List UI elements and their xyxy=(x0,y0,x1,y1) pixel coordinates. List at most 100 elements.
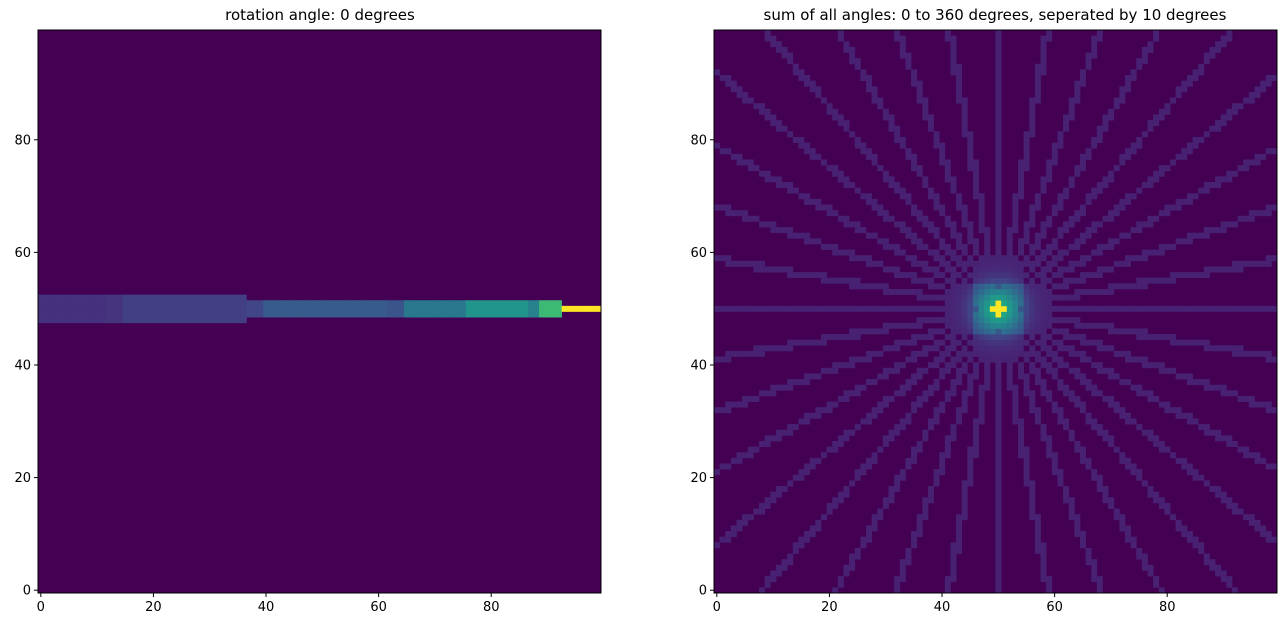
heatmap-cell xyxy=(1079,153,1086,160)
heatmap-cell xyxy=(1034,412,1041,419)
heatmap-cell xyxy=(944,266,951,273)
heatmap-cell xyxy=(1034,536,1041,543)
heatmap-cell xyxy=(1124,305,1131,312)
heatmap-cell xyxy=(1091,559,1098,566)
heatmap-cell xyxy=(984,288,991,295)
heatmap-cell xyxy=(927,328,934,335)
heatmap-cell xyxy=(939,255,946,262)
heatmap-cell xyxy=(1018,373,1024,380)
heatmap-cell xyxy=(950,294,957,301)
heatmap-cell xyxy=(1102,288,1109,295)
heatmap-cell xyxy=(944,300,951,307)
heatmap-cell xyxy=(1130,305,1137,312)
heatmap-cell xyxy=(1057,345,1064,352)
heatmap-cell xyxy=(1040,328,1047,335)
heatmap-cell xyxy=(1079,536,1086,543)
heatmap-cell xyxy=(184,305,191,312)
heatmap-cell xyxy=(1023,142,1030,149)
heatmap-cell xyxy=(832,367,839,374)
heatmap-cell xyxy=(133,317,140,324)
heatmap-cell xyxy=(1102,491,1109,498)
heatmap-cell xyxy=(1203,232,1210,239)
heatmap-cell xyxy=(747,215,754,222)
heatmap-cell xyxy=(1108,243,1115,250)
heatmap-cell xyxy=(967,221,974,228)
heatmap-cell xyxy=(759,305,766,312)
heatmap-cell xyxy=(1124,525,1131,532)
heatmap-cell xyxy=(465,300,472,307)
heatmap-cell xyxy=(71,311,78,318)
heatmap-cell xyxy=(1029,266,1036,273)
heatmap-cell xyxy=(1001,288,1008,295)
heatmap-cell xyxy=(742,260,749,267)
heatmap-cell xyxy=(1108,176,1115,183)
heatmap-cell xyxy=(871,86,878,93)
heatmap-cell xyxy=(995,350,1002,357)
heatmap-cell xyxy=(1186,80,1193,87)
heatmap-cell xyxy=(837,170,844,177)
heatmap-cell xyxy=(815,305,822,312)
heatmap-cell xyxy=(1018,345,1024,352)
heatmap-cell xyxy=(894,136,901,143)
heatmap-cell xyxy=(426,305,433,312)
heatmap-cell xyxy=(409,305,416,312)
heatmap-cell xyxy=(1243,514,1250,521)
heatmap-cell xyxy=(1141,182,1148,188)
heatmap-cell xyxy=(1046,159,1053,166)
heatmap-cell xyxy=(1153,35,1160,42)
heatmap-cell xyxy=(995,63,1002,70)
heatmap-cell xyxy=(1130,142,1137,149)
heatmap-cell xyxy=(1158,277,1165,284)
heatmap-cell xyxy=(1023,260,1030,267)
heatmap-cell xyxy=(944,221,951,228)
heatmap-cell xyxy=(837,395,844,402)
heatmap-cell xyxy=(1034,379,1041,386)
heatmap-cell xyxy=(804,379,811,386)
heatmap-cell xyxy=(1068,260,1075,267)
heatmap-cell xyxy=(922,260,929,267)
heatmap-cell xyxy=(944,170,951,177)
heatmap-cell xyxy=(1006,294,1013,301)
heatmap-cell xyxy=(866,536,872,543)
heatmap-cell xyxy=(911,260,918,267)
heatmap-cell xyxy=(1136,136,1143,143)
heatmap-cell xyxy=(995,30,1002,36)
heatmap-cell xyxy=(899,193,906,200)
heatmap-cell xyxy=(837,440,844,447)
heatmap-cell xyxy=(978,305,985,312)
heatmap-cell xyxy=(1175,412,1182,419)
heatmap-cell xyxy=(804,469,811,476)
heatmap-cell xyxy=(927,424,934,431)
heatmap-cell xyxy=(933,193,940,200)
heatmap-cell xyxy=(1170,97,1177,104)
heatmap-cell xyxy=(956,80,963,87)
heatmap-cell xyxy=(899,305,906,312)
heatmap-cell xyxy=(877,97,884,104)
heatmap-cell xyxy=(995,288,1002,295)
heatmap-cell xyxy=(1023,136,1030,143)
heatmap-cell xyxy=(223,311,230,318)
heatmap-cell xyxy=(1108,345,1115,352)
heatmap-cell xyxy=(944,317,951,324)
heatmap-cell xyxy=(899,424,906,431)
heatmap-cell xyxy=(235,311,242,318)
heatmap-cell xyxy=(820,334,827,340)
heatmap-cell xyxy=(927,283,934,290)
heatmap-cell xyxy=(150,294,157,301)
heatmap-cell xyxy=(1079,69,1086,76)
heatmap-cell xyxy=(871,519,878,526)
heatmap-cell xyxy=(1113,514,1120,521)
heatmap-cell xyxy=(978,198,985,205)
heatmap-cell xyxy=(899,46,906,53)
heatmap-cell xyxy=(967,469,974,476)
heatmap-cell xyxy=(1029,204,1036,211)
heatmap-cell xyxy=(1029,215,1036,222)
heatmap-cell xyxy=(984,232,991,239)
heatmap-cell xyxy=(894,322,901,329)
x-tick-label: 80 xyxy=(483,600,500,615)
heatmap-cell xyxy=(787,424,794,431)
heatmap-cell xyxy=(1029,210,1036,217)
heatmap-cell xyxy=(826,204,833,211)
heatmap-cell xyxy=(995,75,1002,82)
heatmap-cell xyxy=(1046,435,1053,442)
